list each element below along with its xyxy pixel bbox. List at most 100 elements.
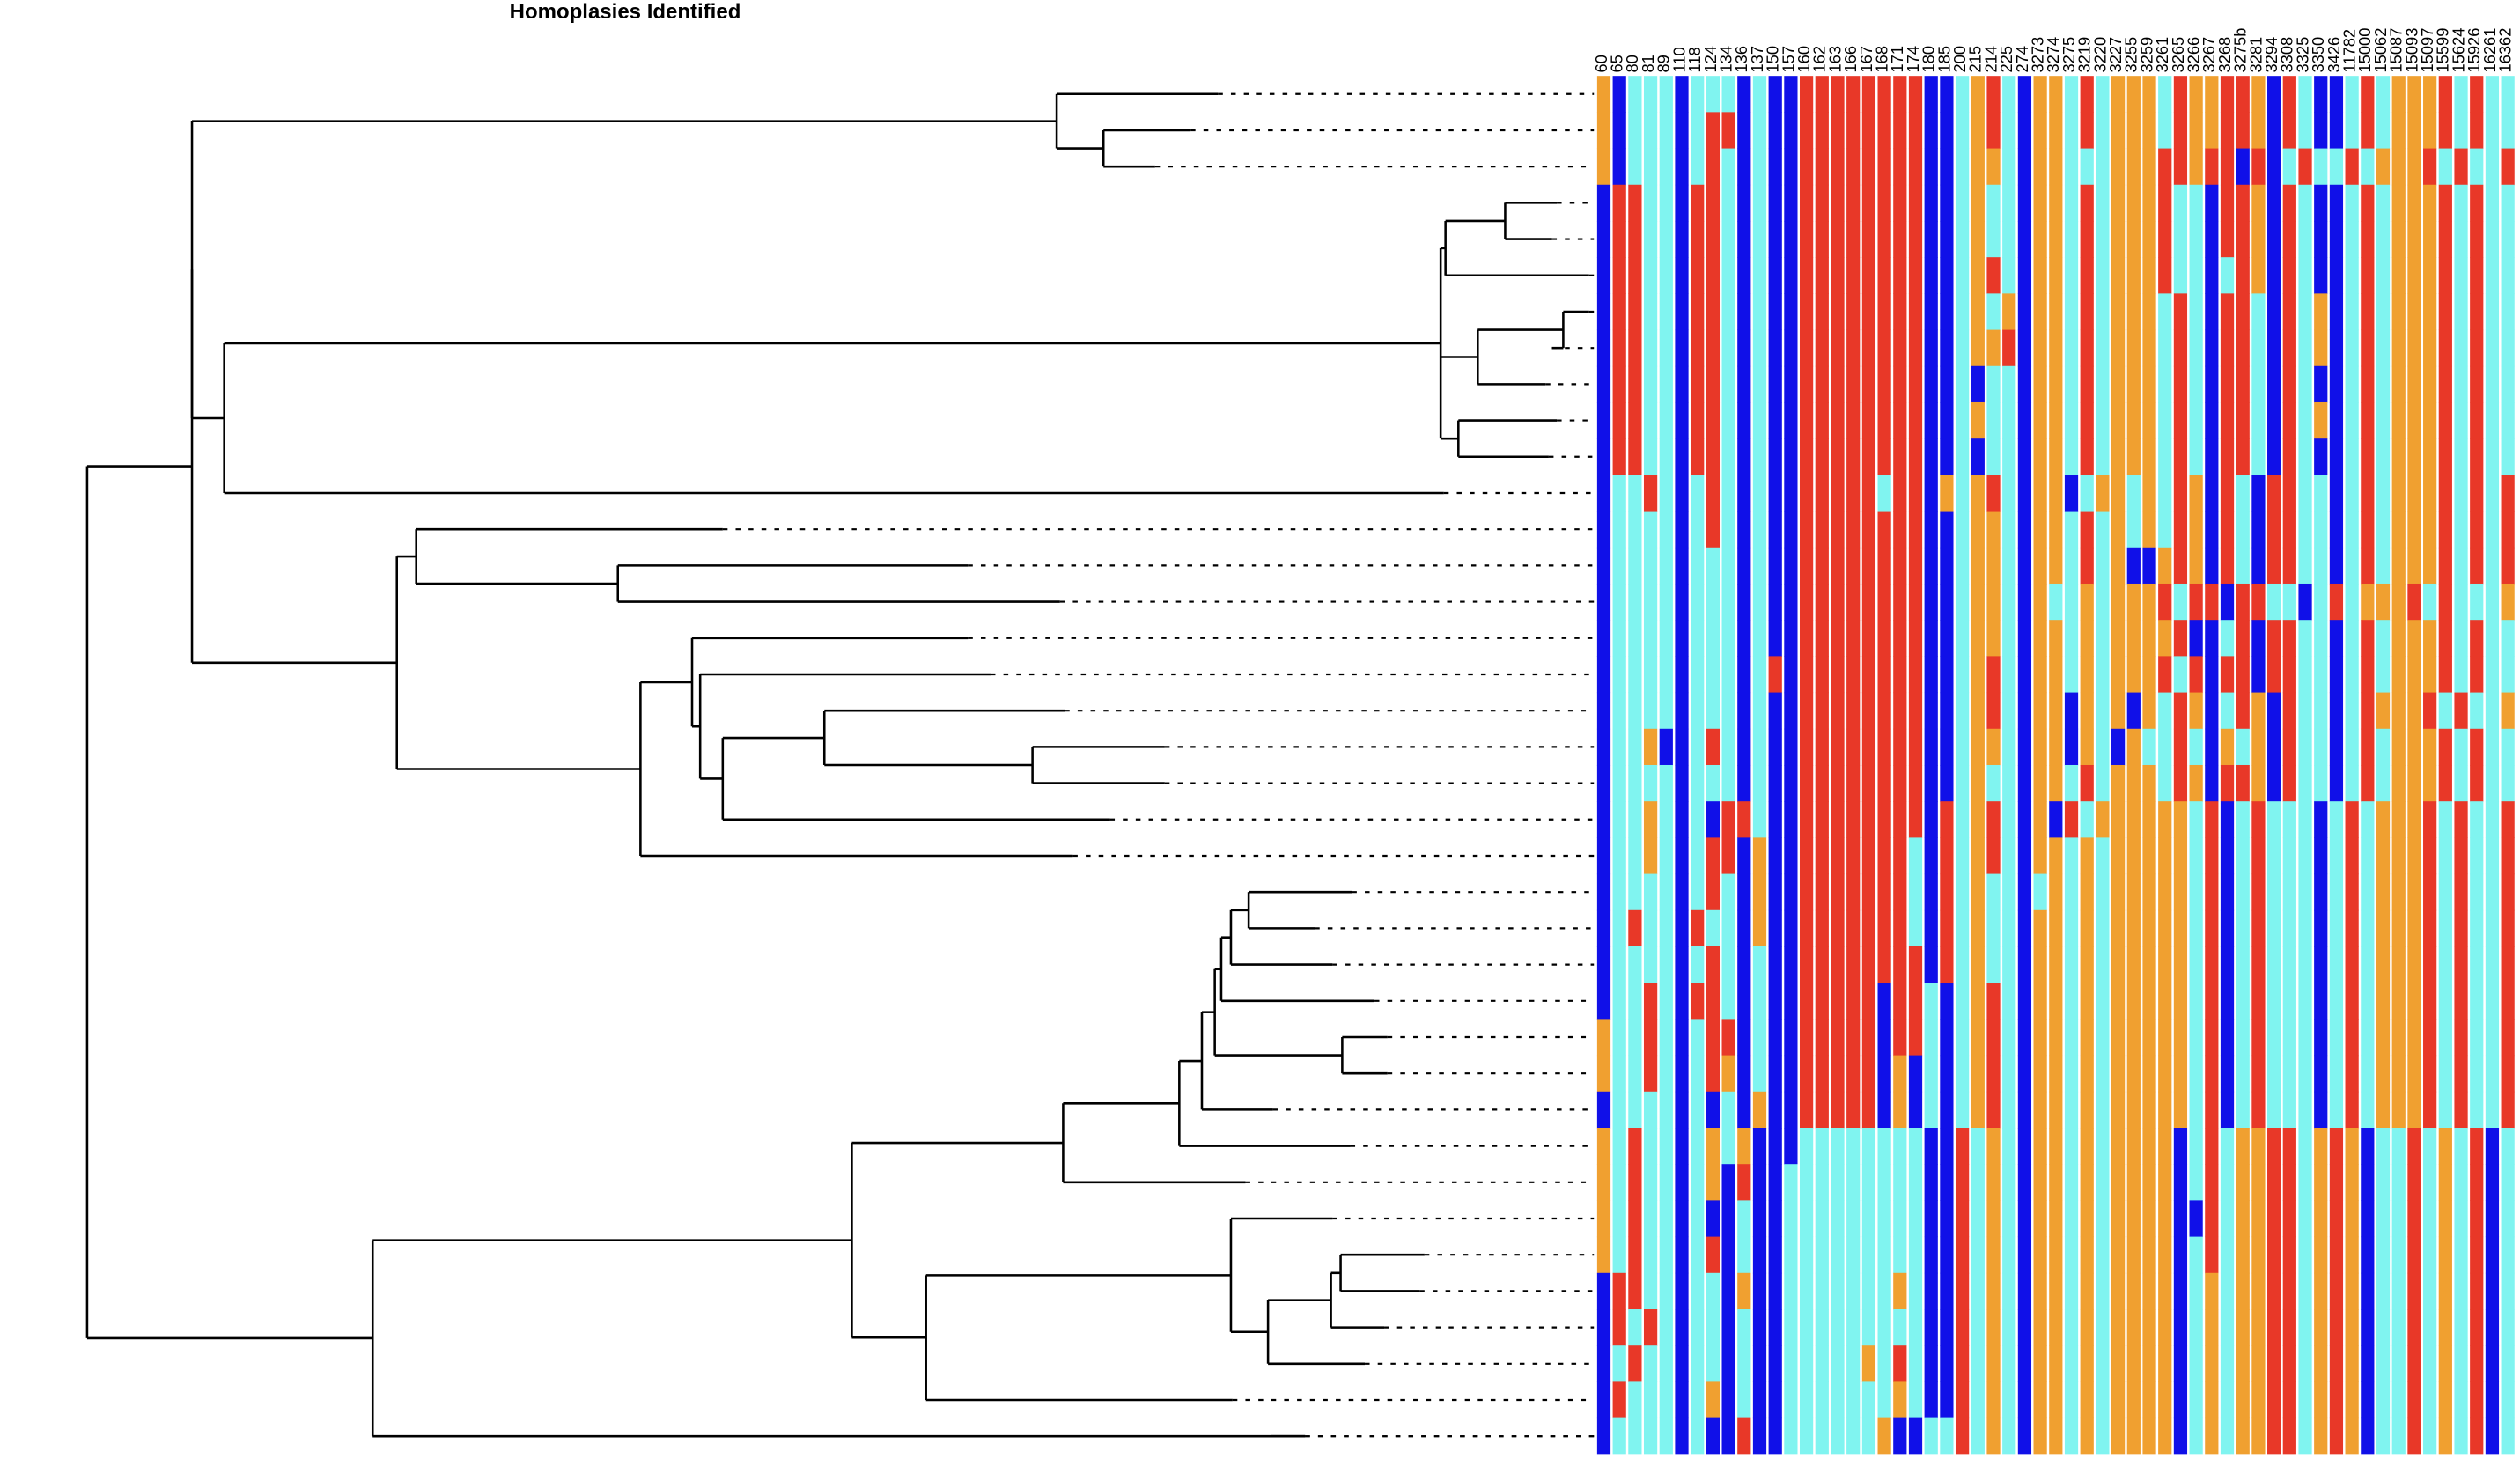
heat-cell: [1784, 620, 1798, 657]
heat-cell: [2376, 692, 2391, 730]
heat-cell: [1659, 1200, 1673, 1238]
heat-cell: [1924, 946, 1938, 983]
heat-cell: [2282, 184, 2296, 222]
heat-cell: [2423, 148, 2437, 186]
heat-cell: [1768, 257, 1782, 294]
heat-cell: [2438, 438, 2452, 475]
heat-cell: [2314, 220, 2328, 258]
heat-cell: [1924, 1128, 1938, 1165]
heat-cell: [2002, 329, 2016, 367]
heat-cell: [2096, 365, 2110, 403]
heat-cell: [2173, 547, 2188, 585]
heat-cell: [2454, 329, 2468, 367]
heat-cell: [2423, 1309, 2437, 1346]
heat-cell: [2391, 1345, 2406, 1382]
heat-cell: [1924, 1309, 1938, 1346]
heat-cell: [2298, 983, 2312, 1020]
heat-cell: [1846, 1272, 1861, 1310]
heat-cell: [2298, 438, 2312, 475]
heat-cell: [1831, 438, 1845, 475]
heat-cell: [1691, 656, 1705, 694]
heat-cell: [2220, 946, 2235, 983]
heat-cell: [2251, 475, 2266, 512]
heat-cell: [1861, 329, 1876, 367]
heat-cell: [2329, 837, 2344, 875]
heat-cell: [2173, 329, 2188, 367]
heat-cell: [1877, 1309, 1891, 1346]
heat-cell: [2064, 1417, 2079, 1455]
heat-cell: [2236, 511, 2250, 549]
heat-cell: [2251, 873, 2266, 911]
heat-cell: [2329, 148, 2344, 186]
heat-cell: [2345, 1128, 2359, 1165]
heat-cell: [2049, 401, 2063, 439]
heat-cell: [1815, 475, 1829, 512]
heat-cell: [1940, 1236, 1954, 1274]
heat-cell: [2236, 728, 2250, 766]
heat-cell: [2142, 983, 2156, 1020]
heat-cell: [1815, 801, 1829, 838]
column-label: 137: [1748, 46, 1766, 73]
heat-cell: [2158, 1272, 2172, 1310]
heat-cell: [2376, 112, 2391, 150]
heat-cell: [2423, 511, 2437, 549]
heat-cell: [2501, 873, 2515, 911]
heat-cell: [2485, 511, 2500, 549]
heat-cell: [2096, 1055, 2110, 1093]
heat-cell: [2501, 365, 2515, 403]
heat-cell: [2049, 837, 2063, 875]
heat-cell: [2205, 475, 2219, 512]
heat-cell: [2111, 692, 2126, 730]
heat-cell: [2220, 728, 2235, 766]
heat-cell: [2282, 620, 2296, 657]
heat-cell: [1861, 1200, 1876, 1238]
heat-cell: [1815, 293, 1829, 331]
heat-cell: [1815, 1164, 1829, 1201]
heat-cell: [1659, 365, 1673, 403]
heat-cell: [1861, 656, 1876, 694]
heat-cell: [2485, 1417, 2500, 1455]
heat-cell: [1846, 329, 1861, 367]
heat-cell: [2158, 1381, 2172, 1419]
heat-cell: [1986, 1309, 2001, 1346]
heat-cell: [2142, 329, 2156, 367]
heat-cell: [2173, 365, 2188, 403]
heat-cell: [2002, 365, 2016, 403]
heat-cell: [2049, 365, 2063, 403]
heat-cell: [2189, 401, 2203, 439]
heat-cell: [2391, 1019, 2406, 1057]
heat-cell: [2345, 293, 2359, 331]
heat-cell: [2470, 148, 2484, 186]
heat-cell: [2267, 547, 2281, 585]
heat-cell: [1908, 112, 1923, 150]
heat-cell: [2329, 547, 2344, 585]
heat-cell: [2205, 329, 2219, 367]
heat-cell: [2485, 946, 2500, 983]
heat-cell: [1612, 1272, 1626, 1310]
heat-cell: [1893, 728, 1907, 766]
heat-cell: [2454, 1381, 2468, 1419]
heat-cell: [1877, 1381, 1891, 1419]
heat-cell: [2002, 511, 2016, 549]
heat-cell: [1675, 1128, 1689, 1165]
heat-cell: [1612, 1019, 1626, 1057]
heat-cell: [1721, 401, 1735, 439]
heat-cell: [1971, 801, 1985, 838]
heat-cell: [1721, 148, 1735, 186]
heat-cell: [1659, 764, 1673, 802]
heat-cell: [2189, 76, 2203, 113]
heat-cell: [1612, 1200, 1626, 1238]
heat-cell: [1971, 692, 1985, 730]
heat-cell: [2282, 801, 2296, 838]
heat-cell: [2142, 620, 2156, 657]
heat-cell: [1596, 1200, 1611, 1238]
heat-cell: [1940, 1272, 1954, 1310]
heat-cell: [1893, 946, 1907, 983]
heat-cell: [1784, 692, 1798, 730]
heat-cell: [1752, 837, 1767, 875]
heat-cell: [2454, 1417, 2468, 1455]
heat-cell: [1737, 1128, 1751, 1165]
heat-cell: [2251, 401, 2266, 439]
heat-cell: [2423, 401, 2437, 439]
